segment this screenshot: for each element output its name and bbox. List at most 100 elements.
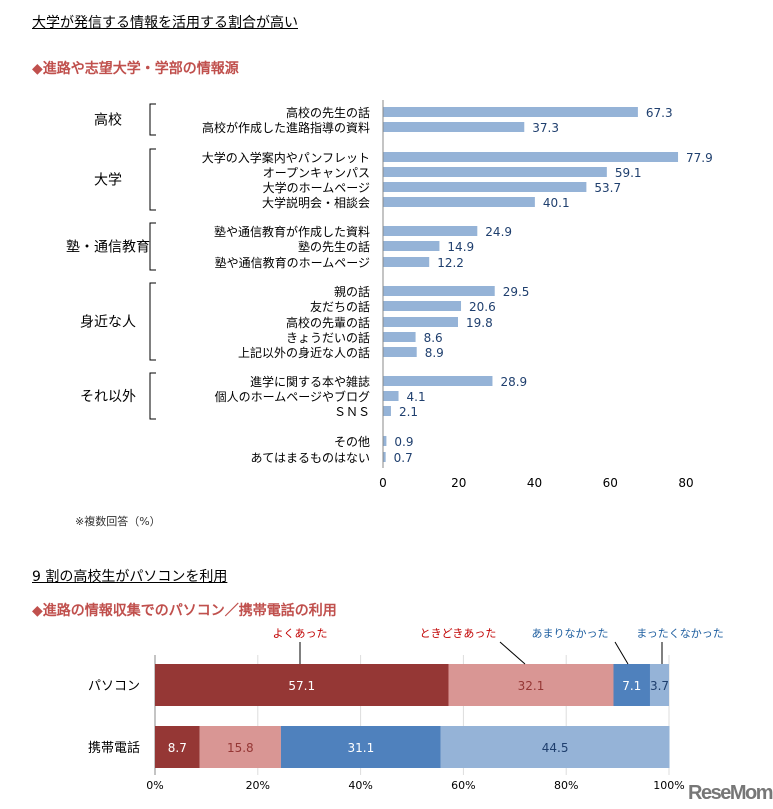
x-tick-label: 40 — [527, 476, 542, 490]
data-label: 2.1 — [399, 405, 418, 419]
bar-label: きょうだいの話 — [286, 330, 370, 345]
data-label: 44.5 — [542, 741, 569, 755]
bar-label: 大学のホームページ — [263, 180, 370, 195]
x-tick-label: 0 — [379, 476, 387, 490]
data-label: 37.3 — [532, 121, 559, 135]
group-bracket — [149, 282, 156, 361]
data-label: 24.9 — [485, 225, 512, 239]
stacked-bar-segment — [199, 726, 281, 768]
data-label: 29.5 — [503, 285, 530, 299]
bar — [383, 257, 430, 267]
data-label: 3.7 — [650, 679, 669, 693]
stacked-bar-segment — [155, 664, 449, 706]
bar — [383, 152, 679, 162]
data-label: 20.6 — [469, 300, 496, 314]
legend-label: ときどきあった — [420, 627, 497, 640]
bar — [383, 167, 607, 177]
device-usage-chart: 0% 20% 40% 60% 80% 100% パソコン 57.1 32.1 7.1 3.7 携帯電話… — [88, 627, 724, 792]
data-label: 40.1 — [543, 196, 570, 210]
bar-label: 塾や通信教育のホームページ — [215, 255, 370, 270]
group-bracket — [149, 148, 156, 211]
bar — [383, 226, 478, 236]
bar-label: 大学の入学案内やパンフレット — [202, 150, 370, 165]
data-label: 67.3 — [646, 106, 673, 120]
data-label: 7.1 — [622, 679, 641, 693]
group-bracket — [149, 372, 156, 420]
bar-label: 個人のホームページやブログ — [215, 389, 370, 404]
data-label: 77.9 — [686, 151, 713, 165]
data-label: 12.2 — [437, 256, 464, 270]
x-tick-label: 20% — [246, 779, 270, 792]
group-label: それ以外 — [80, 389, 136, 405]
bar-label: 塾の先生の話 — [298, 239, 370, 254]
legend-leader-line — [499, 641, 526, 665]
data-label: 53.7 — [594, 181, 621, 195]
data-label: 0.7 — [394, 451, 413, 465]
bar — [383, 376, 493, 386]
bar-label: 友だちの話 — [310, 299, 370, 314]
stacked-bar-segment — [155, 726, 200, 768]
bar-label: 高校の先輩の話 — [286, 315, 370, 330]
legend-label: あまりなかった — [532, 627, 609, 640]
bar-label: その他 — [334, 435, 370, 449]
bar — [383, 317, 458, 327]
stacked-bar-segment — [440, 726, 670, 768]
legend-label: まったくなかった — [636, 627, 724, 640]
x-tick-label: 20 — [451, 476, 466, 490]
group-label: 大学 — [94, 173, 122, 189]
section2-heading: 9 割の高校生がパソコンを利用 — [32, 569, 228, 585]
bar-label: ＳＮＳ — [334, 405, 370, 419]
stacked-bar-segment — [280, 726, 441, 768]
stacked-bar-segment — [448, 664, 614, 706]
data-label: 8.7 — [168, 741, 187, 755]
data-label: 4.1 — [407, 390, 426, 404]
data-label: 14.9 — [447, 240, 474, 254]
x-tick-label: 100% — [653, 779, 684, 792]
category-label: 携帯電話 — [88, 740, 140, 756]
data-label: 31.1 — [347, 741, 374, 755]
legend-label: よくあった — [273, 627, 328, 640]
stacked-bar-segment — [649, 664, 669, 706]
chart-note: ※複数回答（%） — [75, 515, 161, 528]
x-tick-label: 0% — [146, 779, 163, 792]
stacked-bar-segment — [613, 664, 650, 706]
bar-label: 高校が作成した進路指導の資料 — [202, 120, 370, 135]
bar — [383, 436, 387, 446]
bar — [383, 107, 638, 117]
x-tick-label: 60% — [451, 779, 475, 792]
bar — [383, 182, 587, 192]
bar-label: 親の話 — [334, 284, 370, 299]
x-tick-label: 60 — [603, 476, 618, 490]
bar — [383, 286, 495, 296]
group-label: 塾・通信教育 — [66, 240, 150, 256]
data-label: 8.9 — [425, 346, 444, 360]
bar — [383, 301, 462, 311]
bar-label: 塾や通信教育が作成した資料 — [214, 224, 370, 239]
info-source-chart: 高校の先生の話 67.3 高校が作成した進路指導の資料 37.3 高校大学の入学案内やパ… — [66, 100, 713, 490]
category-label: パソコン — [88, 679, 140, 694]
bar-label: 進学に関する本や雑誌 — [250, 374, 370, 389]
bar-label: オープンキャンパス — [263, 166, 370, 180]
bar-label: 上記以外の身近な人の話 — [238, 345, 370, 360]
data-label: 8.6 — [424, 331, 443, 345]
bar — [383, 241, 440, 251]
bar — [383, 347, 417, 357]
group-bracket — [149, 103, 156, 136]
x-tick-label: 80 — [678, 476, 693, 490]
x-tick-label: 80% — [554, 779, 578, 792]
section1-subheading: ◆進路や志望大学・学部の情報源 — [32, 61, 239, 77]
data-label: 19.8 — [466, 316, 493, 330]
section2-subheading: ◆進路の情報収集でのパソコン／携帯電話の利用 — [32, 603, 337, 619]
section1-heading: 大学が発信する情報を活用する割合が高い — [32, 15, 298, 31]
bar-label: あてはまるものはない — [250, 451, 370, 465]
data-label: 32.1 — [518, 679, 545, 693]
bar — [383, 391, 399, 401]
bar — [383, 197, 535, 207]
data-label: 15.8 — [227, 741, 254, 755]
watermark-logo: ReseMom — [688, 782, 773, 804]
x-tick-label: 40% — [348, 779, 372, 792]
bar — [383, 406, 391, 416]
bar-label: 高校の先生の話 — [286, 105, 370, 120]
bar — [383, 332, 416, 342]
